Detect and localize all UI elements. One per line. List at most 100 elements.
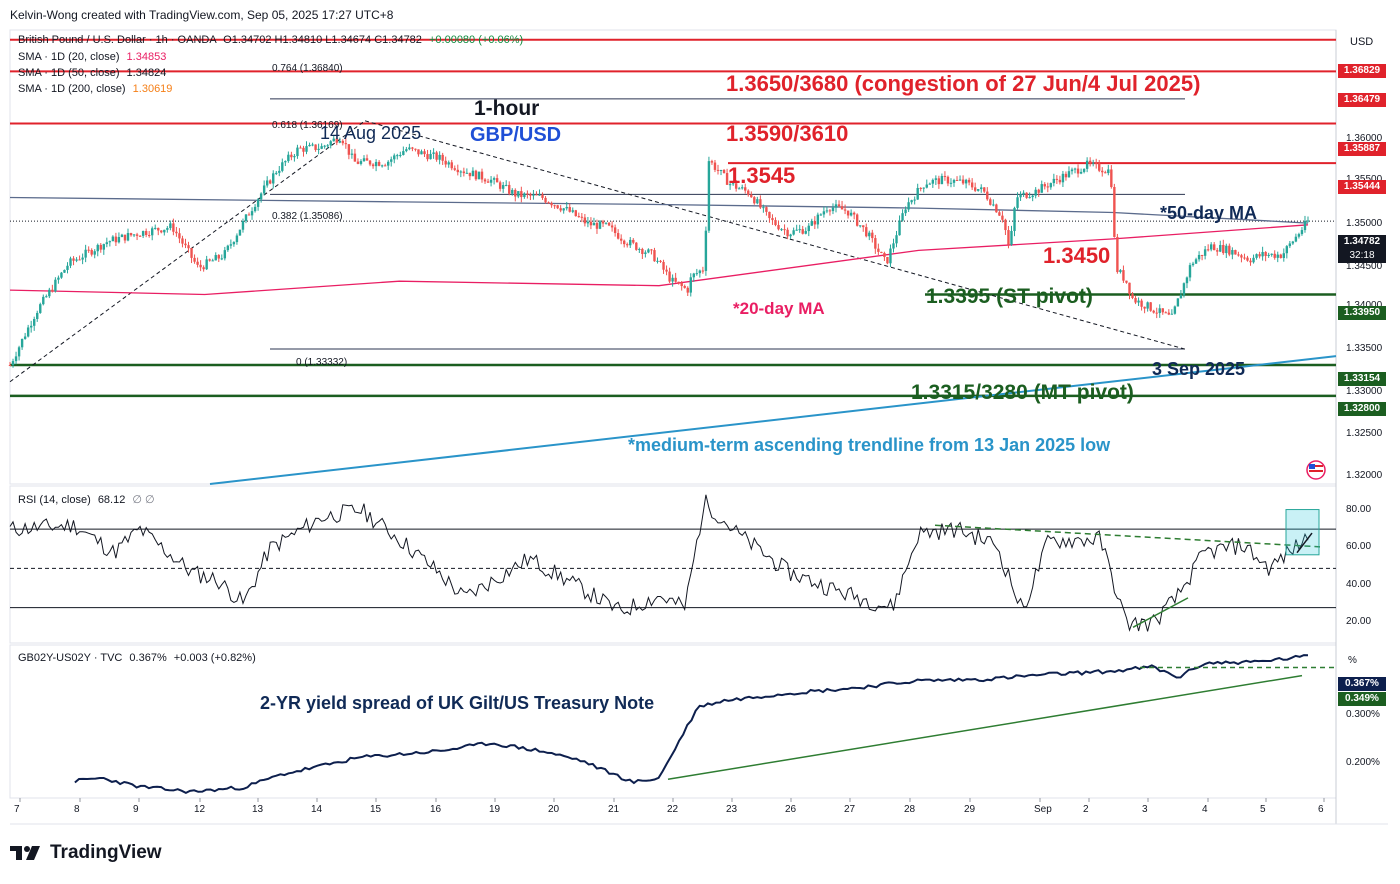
candle-body xyxy=(374,161,378,167)
candle-body xyxy=(980,187,983,190)
us-flag-stripe xyxy=(1309,465,1323,467)
candle-body xyxy=(583,217,587,224)
candle-body xyxy=(1146,302,1149,309)
candle-body xyxy=(326,145,329,147)
candle-body xyxy=(846,210,850,216)
sma200-label: SMA · 1D (200, close) xyxy=(18,83,126,95)
candle-body xyxy=(235,235,239,243)
candle-body xyxy=(320,146,323,149)
candle-body xyxy=(1010,230,1013,245)
candle-body xyxy=(562,208,565,211)
candle-body xyxy=(362,158,366,162)
candle-body xyxy=(571,210,574,212)
candle-body xyxy=(722,169,726,173)
candle-body xyxy=(365,158,369,161)
candle-body xyxy=(1113,187,1116,237)
candle-body xyxy=(72,258,75,261)
candle-body xyxy=(986,191,989,200)
candle-body xyxy=(423,151,426,155)
sma20-legend[interactable]: SMA · 1D (20, close) 1.34853 xyxy=(18,51,166,63)
candle-body xyxy=(247,214,251,216)
candle-body xyxy=(166,228,169,230)
candle-body xyxy=(704,230,708,271)
candle-body xyxy=(1279,254,1282,258)
price-change: +0.00080 (+0.06%) xyxy=(428,34,524,46)
candle-body xyxy=(20,338,24,348)
symbol-legend[interactable]: British Pound / U.S. Dollar · 1h · OANDA… xyxy=(18,34,523,46)
candle-body xyxy=(157,227,160,231)
spread-legend[interactable]: GB02Y-US02Y · TVC 0.367% +0.003 (+0.82%) xyxy=(18,652,256,664)
x-axis-label: 20 xyxy=(548,804,560,815)
x-axis-label: 23 xyxy=(726,804,738,815)
candle-body xyxy=(269,180,272,184)
currency-label[interactable]: USD xyxy=(1350,36,1374,48)
candle-body xyxy=(1222,244,1225,254)
candle-body xyxy=(632,239,635,243)
x-axis-label: 12 xyxy=(194,804,206,815)
candle-body xyxy=(163,229,166,233)
candle-body xyxy=(23,336,27,339)
candle-body xyxy=(916,187,919,200)
candle-body xyxy=(1088,160,1092,164)
candle-body xyxy=(886,257,889,264)
candle-body xyxy=(877,248,880,252)
candle-body xyxy=(989,199,992,205)
candle-body xyxy=(1122,270,1125,281)
candle-body xyxy=(387,161,390,166)
rsi-resistance-line xyxy=(934,524,1321,548)
candle-body xyxy=(765,207,768,212)
level-3450-annotation: 1.3450 xyxy=(1043,243,1111,268)
candle-body xyxy=(87,249,90,251)
rsi-value: 68.12 xyxy=(97,494,126,506)
candle-body xyxy=(1300,230,1304,235)
candle-body xyxy=(293,156,296,158)
candle-body xyxy=(208,259,211,261)
candle-body xyxy=(725,172,729,185)
rsi-legend[interactable]: RSI (14, close) 68.12 ∅ ∅ xyxy=(18,493,155,506)
candle-body xyxy=(498,182,502,189)
tradingview-logo-text: TradingView xyxy=(50,842,162,863)
candle-body xyxy=(937,178,941,185)
candle-body xyxy=(1273,253,1276,258)
candle-body xyxy=(665,269,668,272)
price-tick: 1.35500 xyxy=(1346,174,1382,185)
rsi-highlight-box xyxy=(1285,509,1320,556)
x-axis-label: 4 xyxy=(1202,804,1208,815)
sma200-legend[interactable]: SMA · 1D (200, close) 1.30619 xyxy=(18,83,172,95)
candle-body xyxy=(196,261,199,265)
candle-body xyxy=(456,169,459,173)
candle-body xyxy=(462,171,466,174)
candle-body xyxy=(229,244,233,246)
candle-body xyxy=(1261,251,1264,257)
candle-body xyxy=(898,220,901,236)
candle-body xyxy=(1040,184,1043,193)
candle-body xyxy=(241,220,245,230)
mt-pivot-annotation: 1.3315/3280 (MT pivot) xyxy=(911,381,1134,404)
sma50-legend[interactable]: SMA · 1D (50, close) 1.34824 xyxy=(18,67,166,79)
candle-body xyxy=(1252,257,1255,263)
candle-body xyxy=(250,211,254,216)
candle-body xyxy=(1213,244,1216,251)
candle-body xyxy=(26,327,30,337)
ascending-trendline xyxy=(209,355,1337,485)
candle-body xyxy=(904,209,907,214)
x-axis-label: 2 xyxy=(1083,804,1089,815)
candle-body xyxy=(420,151,423,155)
candle-body xyxy=(444,160,447,165)
price-badge-36829: 1.36829 xyxy=(1338,64,1386,78)
candle-body xyxy=(390,159,393,162)
candle-body xyxy=(144,231,148,235)
candle-body xyxy=(57,277,60,280)
spread-support-trendline xyxy=(667,674,1303,781)
tradingview-logo[interactable]: TradingView xyxy=(10,842,162,864)
candle-body xyxy=(1228,245,1231,255)
candle-body xyxy=(1031,195,1034,198)
candle-body xyxy=(253,206,257,212)
candle-body xyxy=(329,141,332,146)
candle-body xyxy=(1055,178,1059,180)
candle-body xyxy=(187,245,190,249)
x-axis-label: 26 xyxy=(785,804,797,815)
candle-body xyxy=(689,277,692,293)
candle-body xyxy=(825,210,829,212)
